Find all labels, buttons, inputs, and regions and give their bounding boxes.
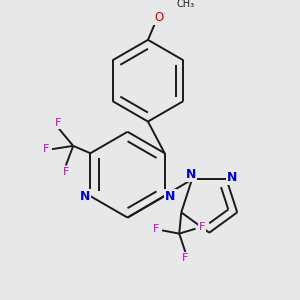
Text: F: F xyxy=(43,144,50,154)
Text: N: N xyxy=(186,168,196,181)
Text: CH₃: CH₃ xyxy=(177,0,195,9)
Text: F: F xyxy=(199,222,205,232)
Text: O: O xyxy=(154,11,163,24)
Text: N: N xyxy=(227,171,237,184)
Text: N: N xyxy=(80,190,90,202)
Text: F: F xyxy=(153,224,160,234)
Text: N: N xyxy=(165,190,176,202)
Text: F: F xyxy=(182,253,188,263)
Text: F: F xyxy=(63,167,69,177)
Text: F: F xyxy=(55,118,61,128)
